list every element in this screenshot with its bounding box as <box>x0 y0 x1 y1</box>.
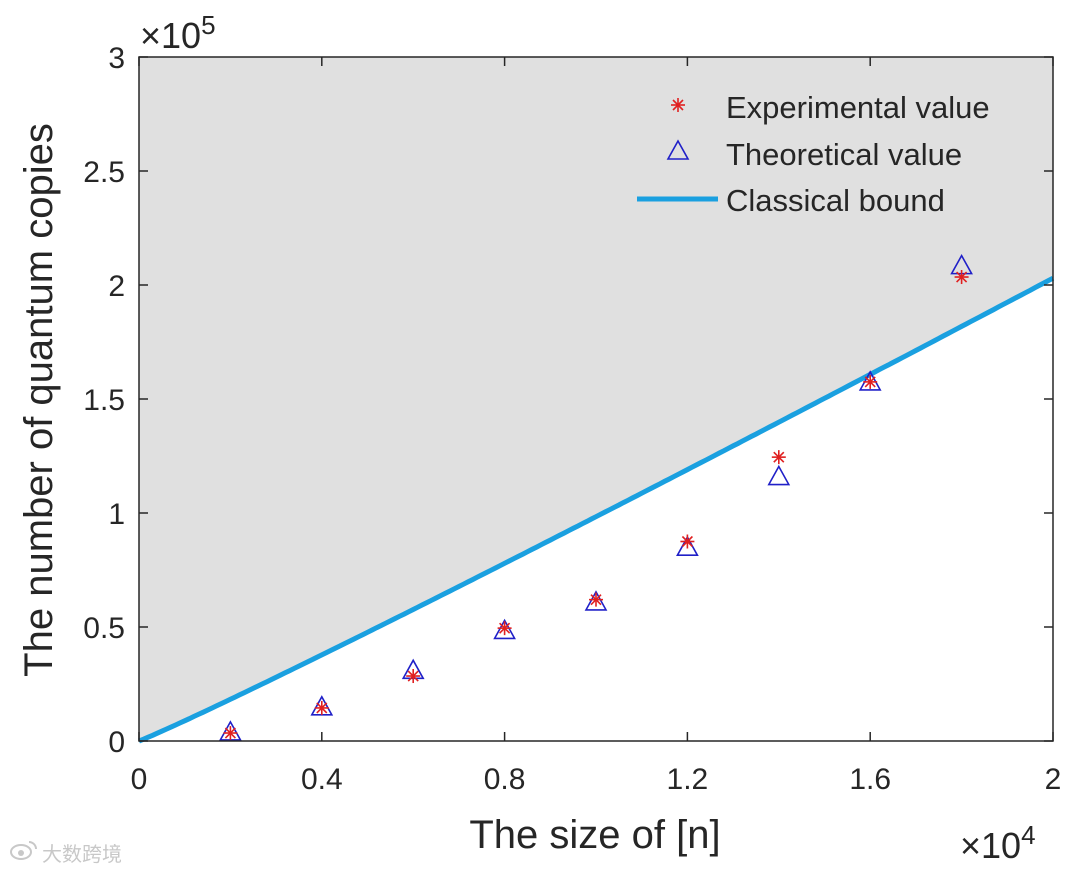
x-exponent-base: ×10 <box>960 825 1021 866</box>
experimental-point <box>954 270 969 285</box>
x-tick-label: 0.8 <box>484 763 526 796</box>
x-exponent-power: 4 <box>1021 820 1035 850</box>
y-axis-exponent: ×105 <box>140 10 216 56</box>
legend-marker-experimental <box>671 98 685 112</box>
legend: Experimental value Theoretical value Class… <box>637 90 990 218</box>
x-tick-label: 1.2 <box>667 763 709 796</box>
axes: 0 0.4 0.8 1.2 1.6 2 0 0.5 1 1.5 2 2.5 3 <box>83 42 1061 796</box>
x-tick-label: 0.4 <box>301 763 343 796</box>
y-tick-label: 3 <box>108 42 125 75</box>
y-exponent-power: 5 <box>201 10 215 40</box>
weibo-logo-icon <box>10 839 38 866</box>
x-axis-label: The size of [n] <box>469 813 720 857</box>
classical-bound-line <box>138 275 1055 744</box>
experimental-point <box>406 669 421 684</box>
y-tick-label: 1.5 <box>83 384 125 417</box>
y-tick-label: 2.5 <box>83 156 125 189</box>
plot-area <box>138 57 1055 744</box>
experimental-point <box>771 450 786 465</box>
y-tick-label: 0.5 <box>83 612 125 645</box>
theoretical-point <box>584 590 608 611</box>
theoretical-point <box>858 370 882 391</box>
y-tick-label: 0 <box>108 726 125 759</box>
legend-label: Theoretical value <box>726 137 962 172</box>
y-exponent-base: ×10 <box>140 15 201 56</box>
shaded-region <box>139 57 1053 741</box>
legend-label: Classical bound <box>726 183 945 218</box>
x-tick-label: 2 <box>1045 763 1062 796</box>
experimental-point <box>863 374 878 389</box>
experimental-point <box>680 534 695 549</box>
legend-label: Experimental value <box>726 90 990 125</box>
y-tick-label: 2 <box>108 270 125 303</box>
experimental-point <box>589 592 603 607</box>
experimental-point <box>223 726 238 741</box>
theoretical-point <box>493 618 516 640</box>
legend-marker-theoretical <box>666 139 690 160</box>
y-tick-label: 1 <box>108 498 125 531</box>
experimental-point <box>497 621 512 636</box>
x-tick-label: 1.6 <box>849 763 891 796</box>
watermark: 大数跨境 <box>10 838 122 867</box>
y-axis-label: The number of quantum copies <box>17 123 61 677</box>
x-axis-exponent: ×104 <box>960 820 1036 866</box>
x-tick-label: 0 <box>131 763 148 796</box>
watermark-text: 大数跨境 <box>42 842 122 866</box>
experimental-point <box>314 700 329 715</box>
theoretical-point <box>767 464 791 486</box>
